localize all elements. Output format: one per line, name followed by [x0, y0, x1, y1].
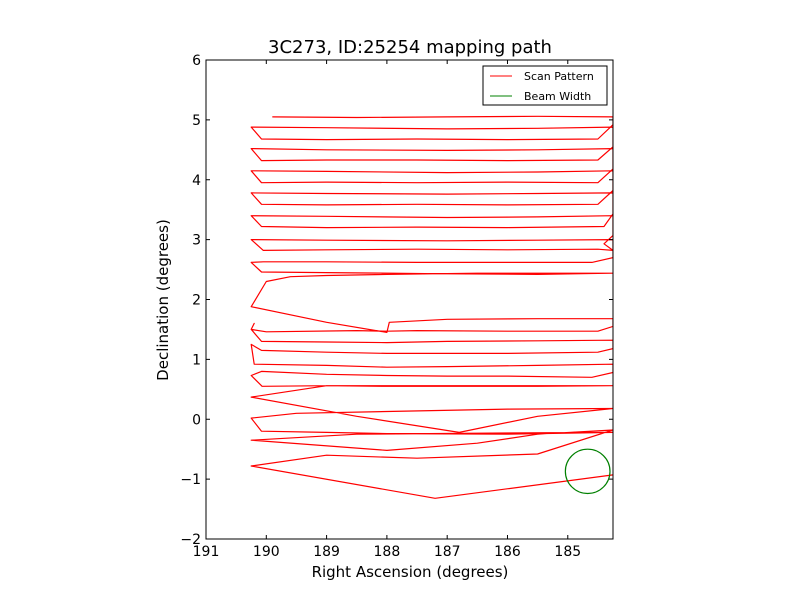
y-tick-label: 6 [192, 53, 201, 69]
legend-label-beam-width: Beam Width [524, 90, 591, 103]
y-tick-label: −2 [180, 532, 201, 548]
x-tick-label: 186 [494, 544, 521, 560]
legend-box [482, 65, 608, 106]
x-tick-label: 191 [193, 544, 220, 560]
legend-label-scan-pattern: Scan Pattern [524, 70, 594, 83]
legend: Scan Pattern Beam Width [482, 65, 608, 106]
x-tick-label: 185 [554, 544, 581, 560]
x-tick-label: 187 [434, 544, 461, 560]
y-tick-label: 3 [192, 233, 201, 249]
beam-width-circle [564, 448, 611, 495]
axis-ticks: 191 190 189 188 187 186 185 −2 −1 0 1 2 3 4 5 6 [180, 53, 613, 560]
y-axis-label: Declination (degrees) [154, 219, 172, 381]
x-tick-label: 188 [374, 544, 401, 560]
y-tick-label: 1 [192, 352, 201, 368]
x-tick-label: 190 [253, 544, 280, 560]
chart-title: 3C273, ID:25254 mapping path [268, 37, 552, 58]
y-tick-label: 0 [192, 412, 201, 428]
y-tick-label: 2 [192, 293, 201, 309]
y-tick-label: −1 [180, 472, 201, 488]
x-axis-label: Right Ascension (degrees) [312, 563, 509, 581]
y-tick-label: 4 [192, 173, 201, 189]
series-line-scan-pattern [250, 115, 613, 499]
y-tick-label: 5 [192, 113, 201, 129]
plot-area [250, 115, 613, 499]
x-tick-label: 189 [313, 544, 340, 560]
